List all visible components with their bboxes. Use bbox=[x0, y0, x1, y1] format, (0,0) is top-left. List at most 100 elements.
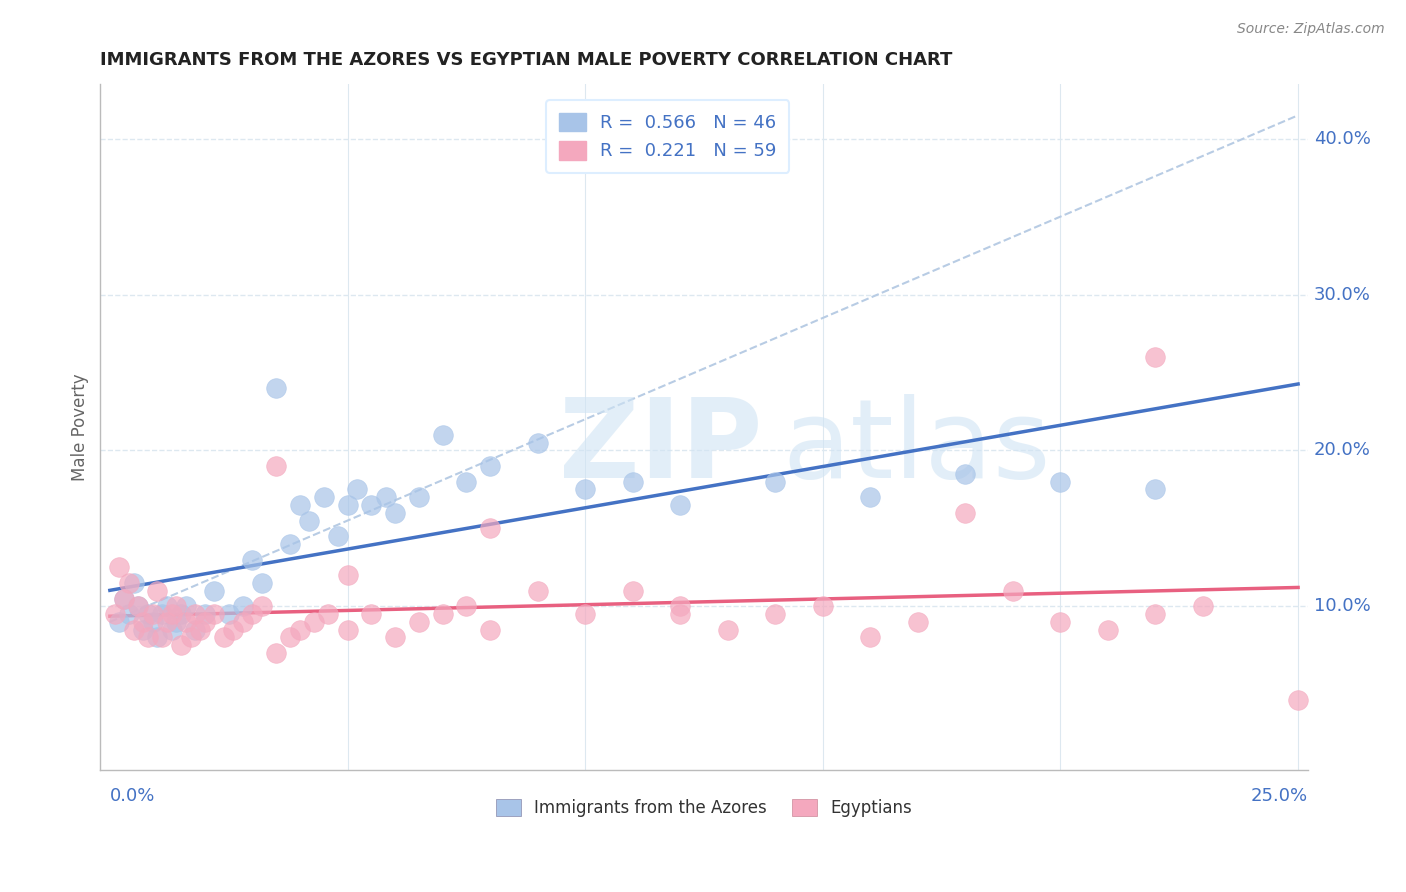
Point bbox=[859, 490, 882, 504]
Point bbox=[112, 591, 135, 606]
Point bbox=[242, 607, 264, 621]
Point bbox=[146, 583, 169, 598]
Point bbox=[1097, 623, 1119, 637]
Point bbox=[142, 615, 165, 629]
Point bbox=[184, 607, 207, 621]
Point bbox=[302, 615, 325, 629]
Point bbox=[156, 615, 179, 629]
Text: ZIP: ZIP bbox=[560, 394, 762, 501]
Point bbox=[717, 623, 740, 637]
Point bbox=[264, 646, 287, 660]
Point bbox=[298, 514, 321, 528]
Point bbox=[526, 583, 548, 598]
Legend: Immigrants from the Azores, Egyptians: Immigrants from the Azores, Egyptians bbox=[489, 792, 918, 823]
Point bbox=[232, 599, 254, 614]
Point bbox=[318, 607, 340, 621]
Point bbox=[250, 599, 273, 614]
Point bbox=[136, 631, 159, 645]
Point bbox=[250, 576, 273, 591]
Text: IMMIGRANTS FROM THE AZORES VS EGYPTIAN MALE POVERTY CORRELATION CHART: IMMIGRANTS FROM THE AZORES VS EGYPTIAN M… bbox=[100, 51, 953, 69]
Point bbox=[136, 607, 159, 621]
Point bbox=[174, 615, 197, 629]
Point bbox=[360, 498, 382, 512]
Point bbox=[336, 623, 359, 637]
Point bbox=[1286, 693, 1309, 707]
Point bbox=[122, 623, 145, 637]
Point bbox=[132, 615, 155, 629]
Point bbox=[232, 615, 254, 629]
Point bbox=[456, 599, 478, 614]
Text: 20.0%: 20.0% bbox=[1313, 442, 1371, 459]
Point bbox=[1049, 615, 1071, 629]
Point bbox=[574, 483, 596, 497]
Point bbox=[127, 599, 149, 614]
Point bbox=[621, 475, 644, 489]
Text: 30.0%: 30.0% bbox=[1313, 285, 1371, 303]
Point bbox=[108, 615, 131, 629]
Point bbox=[907, 615, 929, 629]
Point bbox=[174, 599, 197, 614]
Point bbox=[242, 552, 264, 566]
Point bbox=[955, 506, 977, 520]
Point bbox=[408, 615, 430, 629]
Point bbox=[479, 623, 502, 637]
Point bbox=[326, 529, 349, 543]
Point bbox=[160, 607, 183, 621]
Point bbox=[336, 498, 359, 512]
Point bbox=[456, 475, 478, 489]
Point bbox=[1049, 475, 1071, 489]
Point bbox=[150, 607, 173, 621]
Point bbox=[132, 623, 155, 637]
Point bbox=[384, 506, 406, 520]
Point bbox=[1001, 583, 1024, 598]
Point bbox=[104, 607, 127, 621]
Point bbox=[346, 483, 368, 497]
Point bbox=[212, 631, 235, 645]
Point bbox=[180, 631, 202, 645]
Point bbox=[204, 607, 226, 621]
Point bbox=[170, 607, 193, 621]
Point bbox=[1144, 350, 1167, 364]
Point bbox=[432, 428, 454, 442]
Point bbox=[218, 607, 240, 621]
Point bbox=[432, 607, 454, 621]
Point bbox=[360, 607, 382, 621]
Y-axis label: Male Poverty: Male Poverty bbox=[72, 373, 89, 481]
Point bbox=[479, 521, 502, 535]
Point bbox=[811, 599, 834, 614]
Point bbox=[574, 607, 596, 621]
Point bbox=[763, 475, 786, 489]
Text: 10.0%: 10.0% bbox=[1313, 598, 1371, 615]
Point bbox=[156, 599, 179, 614]
Text: 40.0%: 40.0% bbox=[1313, 129, 1371, 148]
Point bbox=[669, 498, 692, 512]
Point bbox=[384, 631, 406, 645]
Point bbox=[312, 490, 335, 504]
Point bbox=[108, 560, 131, 574]
Point bbox=[150, 631, 173, 645]
Point bbox=[408, 490, 430, 504]
Point bbox=[118, 607, 141, 621]
Point bbox=[118, 576, 141, 591]
Point bbox=[1144, 483, 1167, 497]
Point bbox=[479, 458, 502, 473]
Point bbox=[188, 623, 211, 637]
Point bbox=[763, 607, 786, 621]
Point bbox=[955, 467, 977, 481]
Text: 25.0%: 25.0% bbox=[1250, 787, 1308, 805]
Point bbox=[859, 631, 882, 645]
Point bbox=[194, 615, 217, 629]
Point bbox=[280, 537, 302, 551]
Point bbox=[142, 607, 165, 621]
Point bbox=[170, 638, 193, 652]
Point bbox=[204, 583, 226, 598]
Point bbox=[264, 458, 287, 473]
Point bbox=[184, 623, 207, 637]
Point bbox=[165, 599, 187, 614]
Point bbox=[374, 490, 396, 504]
Point bbox=[288, 623, 311, 637]
Text: atlas: atlas bbox=[783, 394, 1050, 501]
Point bbox=[194, 607, 217, 621]
Point bbox=[1144, 607, 1167, 621]
Point bbox=[264, 381, 287, 395]
